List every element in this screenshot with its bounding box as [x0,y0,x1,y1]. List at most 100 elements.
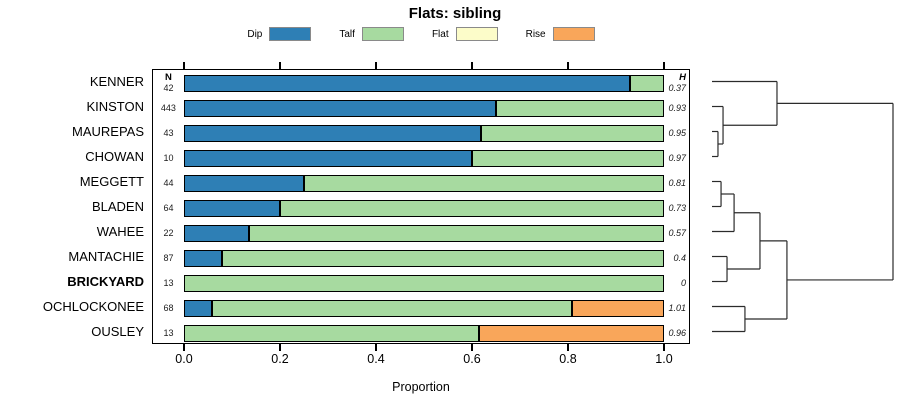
bar-track [183,174,664,192]
bar-segment-talf [212,299,573,317]
bar-track [183,199,664,217]
bar-track [183,249,664,267]
legend-item-flat: Flat [432,27,498,41]
x-axis-tick [375,344,377,351]
h-value: 0.97 [662,145,689,170]
h-value: 1.01 [662,295,689,320]
x-axis-tick [279,62,281,69]
table-row: 22 0.57 [153,220,689,245]
x-axis-tick [375,62,377,69]
bar-track [183,274,664,292]
n-value: 22 [153,220,184,245]
legend-label: Rise [525,28,546,40]
h-number: 0.95 [668,127,686,138]
bar-segment-talf [303,174,664,192]
bar-segment-talf [495,99,664,117]
x-axis-tick-label: 0.0 [175,352,193,366]
x-axis-ticks-top [183,62,666,69]
bar-segment-talf [481,124,664,142]
n-number: 43 [163,127,174,138]
x-axis-tick-label: 0.6 [463,352,481,366]
legend-swatch-rise [552,27,595,41]
n-number: 42 [163,82,174,93]
bar-segment-dip [183,199,280,217]
x-axis-tick-label: 1.0 [655,352,673,366]
row-label: MANTACHIE [68,249,144,264]
x-axis-tick [183,62,185,69]
h-value: 0.73 [662,195,689,220]
row-label: BRICKYARD [67,274,144,289]
h-number: 0.37 [668,82,686,93]
n-value: 87 [153,245,184,270]
bar-segment-dip [183,174,304,192]
n-number: 443 [160,102,176,113]
table-row: 43 0.95 [153,120,689,145]
h-number: 0.73 [668,202,686,213]
n-value: 44 [153,170,184,195]
n-value: N 42 [153,70,184,95]
x-axis-ticks-bottom [183,344,666,351]
bar-segment-dip [183,149,472,167]
legend-swatch-talf [361,27,404,41]
x-axis-tick [471,344,473,351]
legend-label: Flat [431,28,449,40]
bar-segment-talf [222,249,664,267]
n-value: 13 [153,270,184,295]
table-row: N 42 H 0.37 [153,70,689,95]
bar-track [183,299,664,317]
table-row: 13 0 [153,270,689,295]
bar-segment-talf [183,274,664,292]
h-value: 0.95 [662,120,689,145]
n-value: 64 [153,195,184,220]
bar-segment-dip [183,299,213,317]
n-column-header: N [165,71,172,83]
h-number: 0.81 [668,177,686,188]
legend-swatch-flat [455,27,498,41]
n-number: 68 [163,302,174,313]
row-label: KENNER [89,74,144,89]
bar-track [183,149,664,167]
n-number: 22 [163,227,174,238]
row-label: KINSTON [86,99,144,114]
n-number: 87 [163,252,174,263]
h-number: 0.97 [668,152,686,163]
n-value: 43 [153,120,184,145]
h-number: 0 [680,277,686,288]
x-axis-tick [663,62,665,69]
table-row: 443 0.93 [153,95,689,120]
row-label: OUSLEY [91,324,144,339]
row-label: MAUREPAS [72,124,144,139]
x-axis-title: Proportion [392,380,450,394]
bar-segment-dip [183,249,223,267]
legend-item-talf: Talf [339,27,404,41]
table-row: 44 0.81 [153,170,689,195]
x-axis-tick-label: 0.8 [559,352,577,366]
n-number: 13 [163,277,174,288]
row-label: BLADEN [91,199,144,214]
bar-track [183,99,664,117]
x-axis-tick [663,344,665,351]
bar-track [183,224,664,242]
h-number: 0.96 [668,327,686,338]
plot-box: N 42 H 0.37 443 0.93 43 0.95 10 0.97 44 0.81 64 0.73 2… [152,69,690,344]
bar-segment-talf [471,149,664,167]
n-number: 64 [163,202,174,213]
h-value: 0.96 [662,320,689,345]
bar-segment-rise [479,324,664,342]
table-row: 87 0.4 [153,245,689,270]
n-value: 68 [153,295,184,320]
h-value: 0 [662,270,689,295]
row-label: WAHEE [96,224,144,239]
h-value: 0.93 [662,95,689,120]
bar-segment-talf [249,224,664,242]
x-axis-tick [567,344,569,351]
x-axis-tick-label: 0.2 [271,352,289,366]
legend-item-dip: Dip [247,27,312,41]
legend-label: Talf [339,28,355,40]
bar-segment-talf [630,74,664,92]
legend-label: Dip [247,28,263,40]
row-label-column: KENNER KINSTON MAUREPAS CHOWAN MEGGETT BLADEN… [0,69,146,344]
bar-segment-dip [183,124,482,142]
legend-item-rise: Rise [526,27,595,41]
x-axis-tick [183,344,185,351]
